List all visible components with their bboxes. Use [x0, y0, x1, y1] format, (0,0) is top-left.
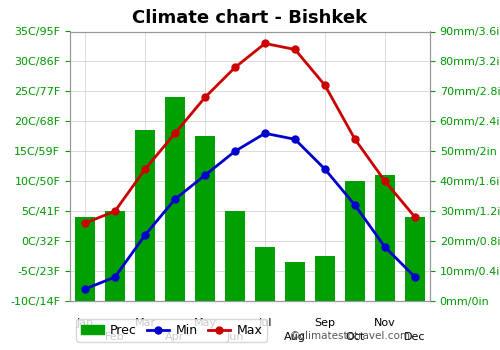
Text: Feb: Feb — [105, 331, 125, 342]
Bar — [405, 217, 425, 301]
Legend: Prec, Min, Max: Prec, Min, Max — [76, 319, 268, 342]
Bar — [135, 130, 155, 301]
Text: Oct: Oct — [346, 331, 364, 342]
Bar — [285, 262, 305, 301]
Text: Nov: Nov — [374, 318, 396, 328]
Bar — [316, 256, 335, 301]
Bar — [105, 211, 125, 301]
Text: Jan: Jan — [76, 318, 94, 328]
Text: Apr: Apr — [166, 331, 184, 342]
Bar — [75, 217, 95, 301]
Text: Dec: Dec — [404, 331, 426, 342]
Text: Aug: Aug — [284, 331, 306, 342]
Text: ©climatestotravel.com: ©climatestotravel.com — [290, 331, 411, 341]
Bar — [256, 247, 275, 301]
Bar — [375, 175, 395, 301]
Bar — [165, 97, 185, 301]
Bar — [345, 181, 365, 301]
Text: May: May — [194, 318, 216, 328]
Text: Jul: Jul — [258, 318, 272, 328]
Text: Mar: Mar — [134, 318, 156, 328]
Bar — [195, 136, 215, 301]
Text: Jun: Jun — [226, 331, 244, 342]
Title: Climate chart - Bishkek: Climate chart - Bishkek — [132, 9, 368, 27]
Text: Sep: Sep — [314, 318, 336, 328]
Bar — [225, 211, 245, 301]
